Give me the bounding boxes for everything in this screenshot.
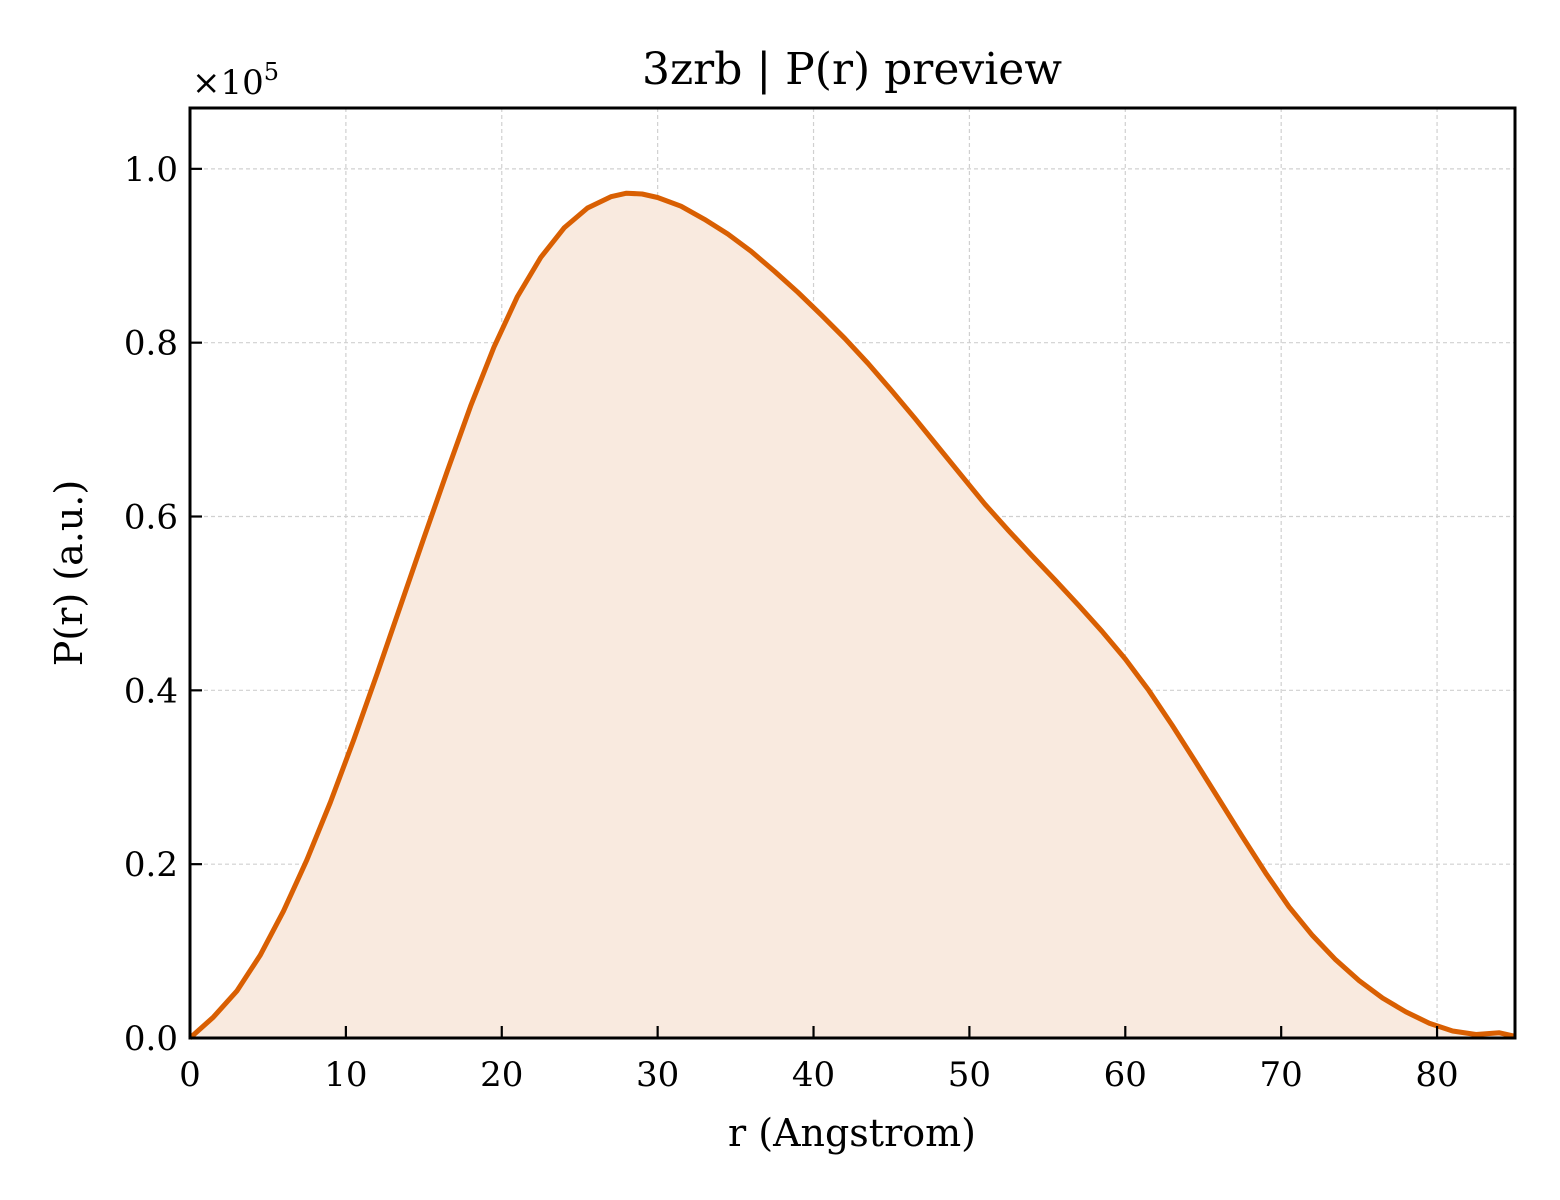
y-axis-label: P(r) (a.u.) bbox=[47, 480, 91, 666]
y-tick-label: 0.0 bbox=[124, 1019, 178, 1059]
x-tick-label: 60 bbox=[1104, 1055, 1147, 1095]
plot-frame bbox=[188, 106, 1517, 1040]
y-multiplier-base: ×10 bbox=[192, 63, 264, 103]
y-tick-label: 1.0 bbox=[124, 150, 178, 190]
chart-title: 3zrb | P(r) preview bbox=[642, 44, 1062, 95]
x-tick-label: 80 bbox=[1415, 1055, 1458, 1095]
pr-curve-line bbox=[188, 190, 1516, 1040]
x-tick-label: 70 bbox=[1260, 1055, 1303, 1095]
y-multiplier: ×105 bbox=[192, 58, 279, 103]
axis-ticks bbox=[188, 167, 1439, 1040]
x-axis-label: r (Angstrom) bbox=[728, 1111, 976, 1155]
x-tick-label: 0 bbox=[179, 1055, 201, 1095]
x-tick-label: 40 bbox=[792, 1055, 835, 1095]
y-tick-label: 0.8 bbox=[124, 324, 178, 364]
x-tick-label: 30 bbox=[636, 1055, 679, 1095]
x-tick-label: 50 bbox=[948, 1055, 991, 1095]
y-tick-label: 0.6 bbox=[124, 498, 178, 538]
y-tick-label: 0.2 bbox=[124, 845, 178, 885]
x-tick-label: 20 bbox=[480, 1055, 523, 1095]
tick-labels: 0 10 20 30 40 50 60 70 80 0.0 0.2 0.4 0.6 0.8 1.0 bbox=[124, 150, 1459, 1095]
y-tick-label: 0.4 bbox=[124, 671, 178, 711]
x-tick-label: 10 bbox=[324, 1055, 367, 1095]
y-multiplier-exponent: 5 bbox=[264, 58, 279, 86]
pr-area-fill bbox=[190, 193, 1515, 1038]
